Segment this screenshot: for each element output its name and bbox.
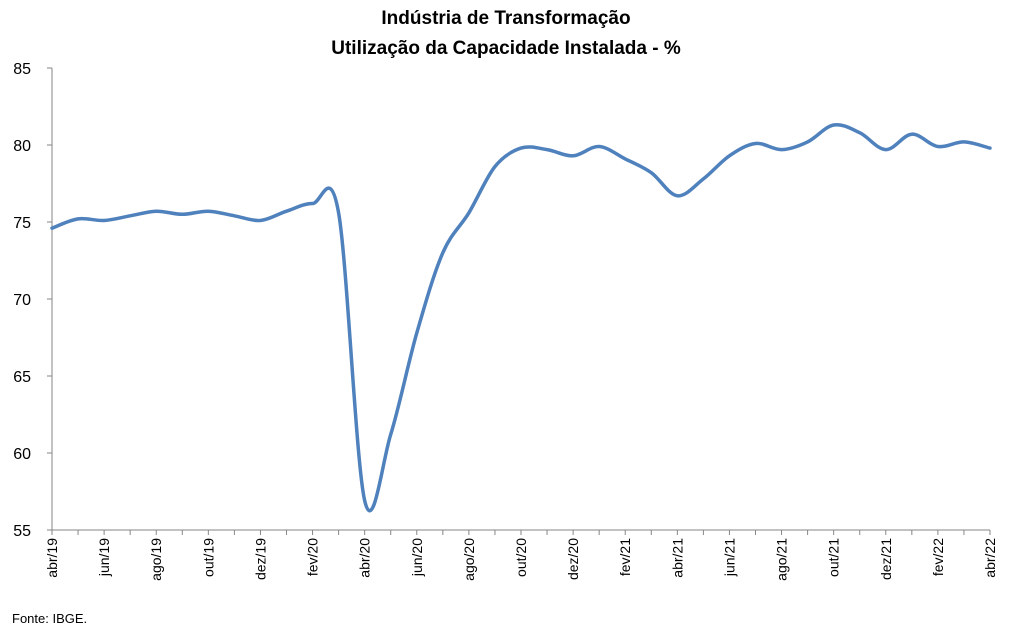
x-tick-label: out/19: [200, 538, 216, 577]
x-tick-label: abr/20: [357, 538, 373, 578]
axes: [51, 68, 990, 531]
x-tick-label: ago/21: [774, 538, 790, 581]
x-tick-label: abr/19: [44, 538, 60, 578]
x-tick-label: ago/20: [461, 538, 477, 581]
source-note: Fonte: IBGE.: [12, 611, 88, 626]
x-tick-label: out/20: [513, 538, 529, 577]
x-axis-ticks: abr/19 jun/19 ago/19 out/19 dez/19 fev/20 abr/…: [44, 530, 998, 581]
y-tick-label: 80: [13, 138, 31, 155]
y-axis-ticks: 55 60 65 70 75 80 85: [13, 61, 52, 540]
chart-subtitle: Utilização da Capacidade Instalada - %: [331, 38, 681, 59]
x-tick-label: fev/20: [305, 538, 321, 576]
y-tick-label: 70: [13, 292, 31, 309]
x-tick-label: jun/20: [409, 538, 425, 577]
y-tick-label: 55: [13, 523, 31, 540]
x-tick-label: dez/20: [565, 538, 581, 580]
series-layer: [50, 122, 992, 513]
x-tick-label: abr/21: [669, 538, 685, 578]
y-tick-label: 75: [13, 215, 31, 232]
x-tick-label: jun/21: [721, 538, 737, 577]
x-tick-label: fev/21: [617, 538, 633, 576]
y-tick-label: 65: [13, 369, 31, 386]
y-tick-label: 85: [13, 61, 31, 78]
x-tick-label: jun/19: [96, 538, 112, 577]
y-tick-label: 60: [13, 446, 31, 463]
x-tick-label: dez/19: [252, 538, 268, 580]
x-tick-label: fev/22: [930, 538, 946, 576]
series-line: [50, 122, 992, 513]
x-tick-label: dez/21: [878, 538, 894, 580]
chart-title: Indústria de Transformação: [381, 8, 631, 29]
x-tick-label: abr/22: [982, 538, 998, 578]
x-tick-label: ago/19: [148, 538, 164, 581]
x-tick-label: out/21: [826, 538, 842, 577]
